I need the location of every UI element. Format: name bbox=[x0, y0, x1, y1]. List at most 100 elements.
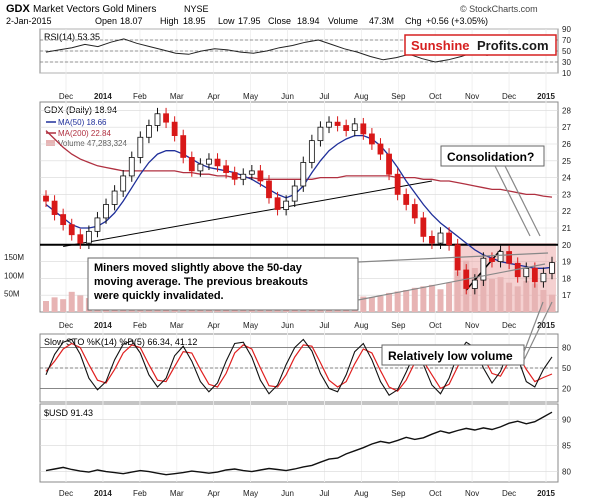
bottom-month-label: Jul bbox=[319, 489, 329, 498]
volume-bar bbox=[480, 275, 487, 312]
bottom-month-label: Apr bbox=[207, 489, 220, 498]
rsi-tick-label: 30 bbox=[562, 58, 571, 67]
price-tick-label: 28 bbox=[562, 106, 571, 115]
candle-body bbox=[420, 217, 427, 237]
candle-body bbox=[240, 173, 247, 180]
candle-body bbox=[368, 133, 375, 145]
mid-month-label: Dec bbox=[59, 321, 73, 330]
volume-bar bbox=[497, 277, 504, 312]
close-label: Close bbox=[268, 16, 291, 26]
candle-body bbox=[497, 251, 504, 263]
miners-callout-line: moving average. The previous breakouts bbox=[94, 276, 308, 288]
mid-month-label: Sep bbox=[391, 321, 406, 330]
mid-month-label: Nov bbox=[465, 321, 479, 330]
rsi-tick-label: 50 bbox=[562, 47, 571, 56]
volume-bar bbox=[420, 286, 427, 312]
volume-bar bbox=[386, 292, 393, 312]
volume-axis-label: 150M bbox=[4, 253, 24, 262]
volume-bar bbox=[360, 296, 367, 312]
fund-name: Market Vectors Gold Miners bbox=[33, 4, 156, 15]
high-label: High bbox=[160, 16, 179, 26]
candle-body bbox=[43, 195, 49, 202]
miners-callout-line: were quickly invalidated. bbox=[93, 290, 224, 302]
candle-body bbox=[386, 153, 392, 175]
usd-layer: 80 85 90 bbox=[40, 411, 571, 477]
top-month-label: Mar bbox=[170, 92, 184, 101]
volume-legend: Volume 47,283,324 bbox=[58, 139, 127, 148]
candle-body bbox=[360, 123, 367, 135]
mid-month-label: Jul bbox=[319, 321, 329, 330]
stochastic-k-line bbox=[45, 338, 553, 396]
price-tick-label: 18 bbox=[562, 274, 571, 283]
candle-body bbox=[120, 175, 127, 192]
candle-body bbox=[540, 272, 547, 283]
low-label: Low bbox=[218, 16, 235, 26]
usd-tick-label: 90 bbox=[562, 416, 571, 425]
usd-title: $USD 91.43 bbox=[44, 408, 93, 418]
months-axis-top: Dec 2014 Feb Mar Apr May Jun Jul Aug Sep Oct Nov Dec… bbox=[59, 92, 556, 101]
volume-bar bbox=[403, 290, 410, 312]
candle-body bbox=[317, 126, 324, 142]
volume-bar bbox=[488, 279, 495, 312]
miners-callout: Miners moved slightly above the 50-day mo… bbox=[93, 262, 308, 302]
candle-body bbox=[549, 262, 555, 274]
ma200-legend: MA(200) 22.84 bbox=[58, 129, 111, 138]
candle-body bbox=[506, 251, 513, 264]
brand-right: Profits.com bbox=[477, 38, 549, 53]
candle-body bbox=[188, 157, 195, 172]
volume-bar bbox=[51, 297, 58, 312]
bottom-month-label: Dec bbox=[59, 489, 73, 498]
candle-body bbox=[266, 180, 272, 199]
volume-label: Volume bbox=[328, 16, 358, 26]
bottom-month-label: Mar bbox=[170, 489, 184, 498]
open-value: 18.07 bbox=[120, 16, 143, 26]
candle-body bbox=[94, 217, 101, 232]
consolidation-pointer-1 bbox=[494, 165, 531, 237]
miners-callout-box bbox=[87, 257, 359, 311]
bottom-month-label: Nov bbox=[465, 489, 479, 498]
rsi-title: RSI(14) 53.35 bbox=[44, 32, 100, 42]
rsi-tick-label: 70 bbox=[562, 36, 571, 45]
consolidation-callout: Consolidation? bbox=[447, 150, 534, 164]
candle-body bbox=[128, 157, 135, 177]
mid-month-label: Oct bbox=[429, 321, 442, 330]
candle-body bbox=[351, 123, 358, 131]
top-month-label: May bbox=[243, 92, 258, 101]
top-month-label: 2015 bbox=[537, 92, 555, 101]
stochastic-title: Slow STO %K(14) %D(5) 66.34, 41.12 bbox=[44, 337, 197, 347]
close-value: 18.94 bbox=[297, 16, 320, 26]
mid-month-label: Aug bbox=[354, 321, 368, 330]
volume-bar bbox=[377, 295, 384, 312]
ma50-legend: MA(50) 18.66 bbox=[58, 118, 107, 127]
candle-body bbox=[180, 135, 187, 158]
top-month-label: Jun bbox=[281, 92, 294, 101]
mid-month-label: Mar bbox=[170, 321, 184, 330]
price-tick-label: 21 bbox=[562, 224, 571, 233]
candle-body bbox=[223, 165, 230, 173]
price-tick-label: 22 bbox=[562, 207, 571, 216]
volume-bar bbox=[77, 295, 84, 312]
trend-line bbox=[63, 180, 433, 247]
candle-body bbox=[248, 170, 255, 175]
top-month-label: Nov bbox=[465, 92, 479, 101]
top-month-label: Aug bbox=[354, 92, 368, 101]
price-tick-label: 17 bbox=[562, 291, 571, 300]
brand-frame bbox=[404, 34, 557, 56]
chg-value: +0.56 (+3.05%) bbox=[426, 16, 488, 26]
credit: © StockCharts.com bbox=[460, 4, 538, 14]
price-tick-label: 20 bbox=[562, 241, 571, 250]
top-month-label: Dec bbox=[59, 92, 73, 101]
usd-tick-label: 85 bbox=[562, 442, 571, 451]
candle-body bbox=[257, 170, 264, 182]
candle-body bbox=[334, 121, 341, 126]
ticker: GDX bbox=[6, 3, 31, 15]
candle-body bbox=[394, 173, 401, 195]
months-axis-mid: Dec 2014 Feb Mar Apr May Jun Jul Aug Sep Oct Nov Dec… bbox=[59, 321, 556, 330]
candle-body bbox=[437, 232, 444, 244]
price-tick-label: 23 bbox=[562, 190, 571, 199]
candle-body bbox=[77, 234, 84, 244]
usd-panel bbox=[39, 403, 559, 483]
top-month-label: Dec bbox=[502, 92, 516, 101]
candle-body bbox=[480, 257, 487, 281]
price-title: GDX (Daily) 18.94 bbox=[44, 105, 117, 115]
